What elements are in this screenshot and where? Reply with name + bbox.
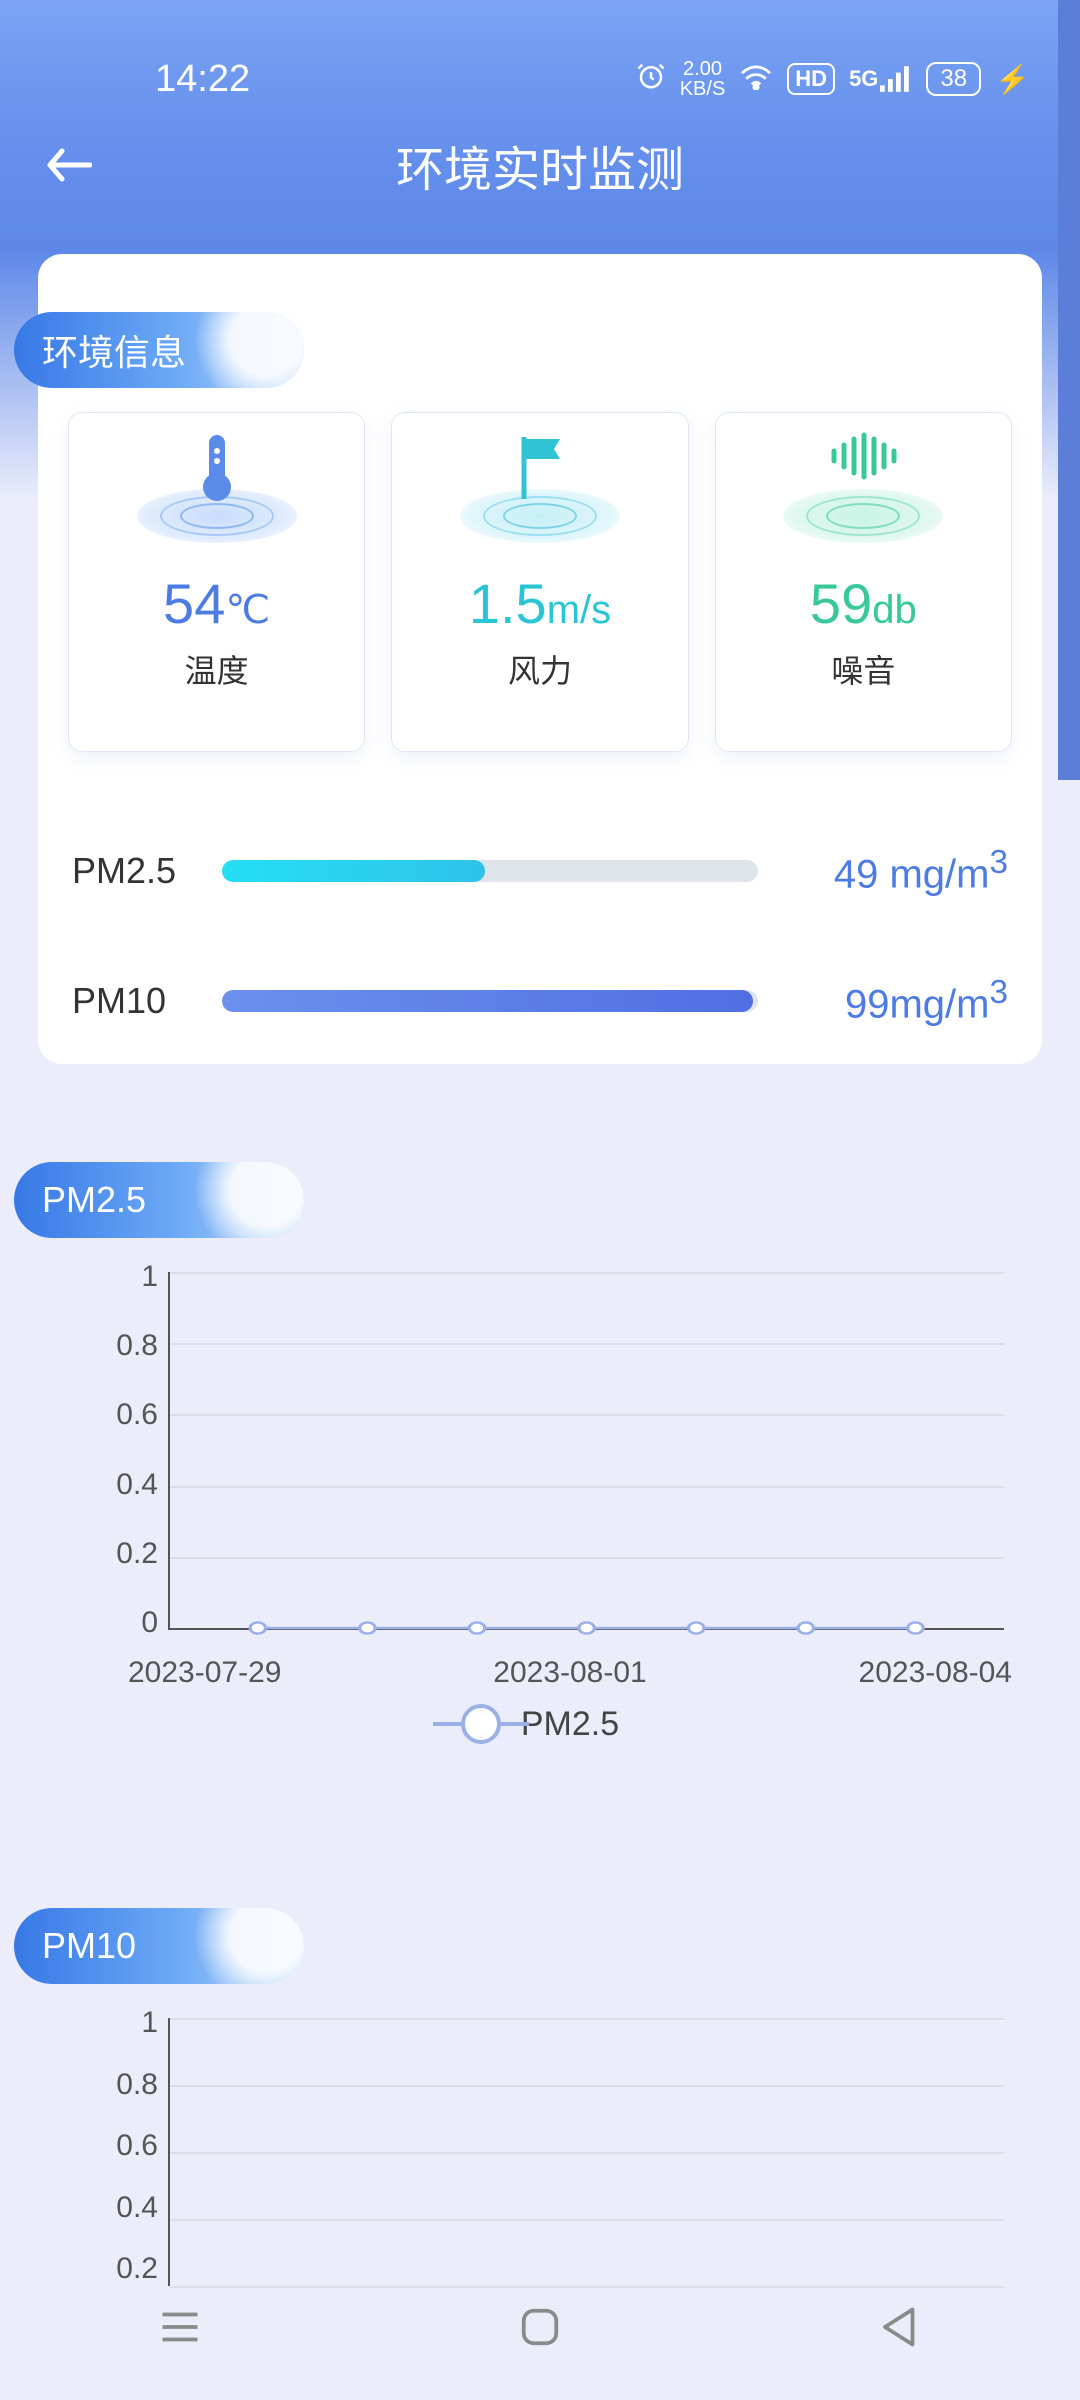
pm10-value: 99mg/m3 bbox=[778, 974, 1008, 1027]
unit-sup: 3 bbox=[989, 974, 1008, 1011]
legend-marker-icon bbox=[461, 1704, 501, 1744]
metric-temp-label: 温度 bbox=[185, 646, 249, 692]
value: 54 bbox=[163, 572, 225, 635]
metrics-row: 54℃ 温度 1.5m/s 风力 bbox=[68, 412, 1012, 752]
unit: db bbox=[872, 588, 917, 632]
status-bar: 14:22 2.00 KB/S HD 5G 38 ⚡ bbox=[0, 44, 1080, 114]
metric-noise-label: 噪音 bbox=[831, 646, 895, 692]
pm10-bar-fill bbox=[222, 990, 753, 1012]
metric-noise[interactable]: 59db 噪音 bbox=[715, 412, 1012, 752]
pm10-chart: 10.80.60.40.2 bbox=[68, 2006, 1012, 2286]
status-right: 2.00 KB/S HD 5G 38 ⚡ bbox=[636, 59, 1030, 99]
metric-temp-value: 54℃ bbox=[163, 571, 270, 636]
chart-area bbox=[168, 2018, 1004, 2286]
metric-icon-wrap bbox=[132, 431, 302, 551]
value: 1.5 bbox=[469, 572, 547, 635]
pm10-label: PM10 bbox=[72, 980, 202, 1022]
status-time: 14:22 bbox=[155, 58, 250, 101]
metric-wind-label: 风力 bbox=[508, 646, 572, 692]
section-tab-pm10: PM10 bbox=[14, 1908, 304, 1984]
pm10-chart-card: PM10 10.80.60.40.2 bbox=[38, 1850, 1042, 2290]
netspeed-value: 2.00 bbox=[683, 59, 722, 79]
metric-wind[interactable]: 1.5m/s 风力 bbox=[391, 412, 688, 752]
pm25-bar-fill bbox=[222, 860, 485, 882]
header: 环境实时监测 bbox=[0, 110, 1080, 220]
pm25-bar bbox=[222, 860, 758, 882]
section-tab-env-label: 环境信息 bbox=[42, 324, 186, 376]
legend-label: PM2.5 bbox=[521, 1705, 619, 1744]
app-screen: 14:22 2.00 KB/S HD 5G 38 ⚡ 环境实时监测 bbox=[0, 0, 1080, 2400]
chart-legend: PM2.5 bbox=[38, 1704, 1042, 1744]
flag-icon bbox=[512, 431, 568, 508]
unit: ℃ bbox=[225, 588, 270, 632]
charging-icon: ⚡ bbox=[995, 63, 1030, 96]
pm25-chart-card: PM2.5 10.80.60.40.20 2023-07-292023-08-0… bbox=[38, 1104, 1042, 1814]
signal-icon: 5G bbox=[849, 66, 912, 92]
pm25-value: 49 mg/m3 bbox=[778, 844, 1008, 897]
signal-5g: 5G bbox=[849, 66, 878, 92]
nav-recents-button[interactable] bbox=[150, 2297, 210, 2357]
wifi-icon bbox=[739, 62, 773, 97]
section-tab-pm25-label: PM2.5 bbox=[42, 1179, 146, 1221]
section-tab-pm25: PM2.5 bbox=[14, 1162, 304, 1238]
env-info-card: 环境信息 54℃ 温度 bbox=[38, 254, 1042, 1064]
section-tab-env: 环境信息 bbox=[14, 312, 304, 388]
pm10-row: PM10 99mg/m3 bbox=[72, 974, 1008, 1027]
ripple-icon bbox=[783, 489, 943, 543]
value: 49 mg/m bbox=[834, 852, 990, 896]
status-hd: HD bbox=[787, 63, 835, 95]
nav-home-button[interactable] bbox=[510, 2297, 570, 2357]
status-battery: 38 bbox=[926, 62, 981, 96]
metric-icon-wrap bbox=[455, 431, 625, 551]
netspeed-unit: KB/S bbox=[680, 79, 726, 99]
unit-sup: 3 bbox=[989, 844, 1008, 881]
alarm-icon bbox=[636, 61, 666, 98]
soundwave-icon bbox=[828, 431, 898, 486]
metric-noise-value: 59db bbox=[810, 571, 917, 636]
section-tab-pm10-label: PM10 bbox=[42, 1925, 136, 1967]
metric-wind-value: 1.5m/s bbox=[469, 571, 611, 636]
chart-area bbox=[168, 1272, 1004, 1630]
chart-ylabels: 10.80.60.40.20 bbox=[68, 1260, 158, 1640]
pm25-row: PM2.5 49 mg/m3 bbox=[72, 844, 1008, 897]
system-nav-bar bbox=[0, 2282, 1080, 2372]
value: 99mg/m bbox=[845, 982, 990, 1026]
value: 59 bbox=[810, 572, 872, 635]
page-title: 环境实时监测 bbox=[396, 130, 684, 200]
pm10-bar bbox=[222, 990, 758, 1012]
pm25-label: PM2.5 bbox=[72, 850, 202, 892]
metric-icon-wrap bbox=[778, 431, 948, 551]
chart-ylabels: 10.80.60.40.2 bbox=[68, 2006, 158, 2286]
chart-xlabels: 2023-07-292023-08-012023-08-04 bbox=[128, 1656, 1012, 1690]
metric-temperature[interactable]: 54℃ 温度 bbox=[68, 412, 365, 752]
unit: m/s bbox=[547, 588, 611, 632]
back-button[interactable] bbox=[34, 130, 104, 200]
nav-back-button[interactable] bbox=[870, 2297, 930, 2357]
status-netspeed: 2.00 KB/S bbox=[680, 59, 726, 99]
thermometer-icon bbox=[192, 431, 242, 512]
pm25-chart: 10.80.60.40.20 2023-07-292023-08-012023-… bbox=[68, 1260, 1012, 1690]
